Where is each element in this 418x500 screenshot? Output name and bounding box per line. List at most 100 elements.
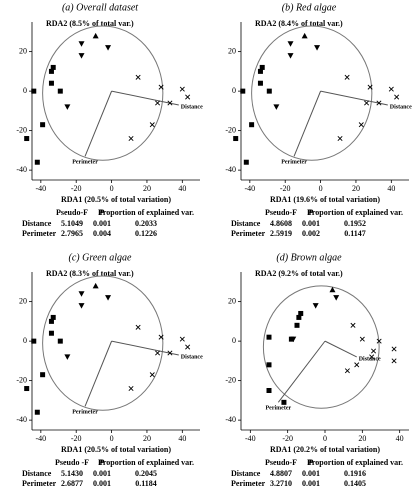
cross-point <box>128 386 134 392</box>
table-cell: 2.6877 <box>61 479 83 488</box>
square-point <box>48 68 54 74</box>
x-tick-label: -20 <box>280 184 291 193</box>
arrow-label: Distance <box>390 104 412 110</box>
y-axis-title: RDA2 (8.5% of total var.) <box>46 19 134 28</box>
y-tick-label: 0 <box>23 336 27 345</box>
cross-point <box>179 86 185 92</box>
cross-point <box>394 94 400 100</box>
x-tick-label: 20 <box>358 434 366 443</box>
equilibrium-circle <box>42 25 164 161</box>
table-header: Proportion of explained var. <box>307 458 403 467</box>
square-point <box>31 88 37 94</box>
x-tick-label: -40 <box>245 434 256 443</box>
y-tick-label: -20 <box>225 375 236 384</box>
cross-point <box>367 84 373 90</box>
cross-point <box>155 100 161 106</box>
x-tick-label: 20 <box>143 434 151 443</box>
table-cell: 0.1405 <box>344 479 366 488</box>
cross-point <box>128 136 134 142</box>
y-tick-label: -20 <box>16 375 27 384</box>
cross-point <box>354 362 360 368</box>
table-cell: 0.1952 <box>344 219 366 228</box>
biplot-arrow <box>293 90 322 157</box>
triangle-point <box>78 303 85 309</box>
table-cell: 5.1049 <box>61 219 83 228</box>
biplot-arrow <box>84 340 113 407</box>
x-tick-label: -20 <box>282 434 293 443</box>
arrow-label: Distance <box>181 104 203 110</box>
x-tick-label: -20 <box>71 184 82 193</box>
y-tick-label: -40 <box>225 165 236 174</box>
table-cell: 0.004 <box>93 229 111 238</box>
table-cell: 0.2033 <box>135 219 157 228</box>
x-tick-label: -40 <box>36 184 47 193</box>
equilibrium-circle <box>251 25 373 161</box>
y-tick-label: 20 <box>228 46 236 55</box>
triangle-point <box>64 104 71 110</box>
square-point <box>259 64 265 70</box>
cross-point <box>371 348 377 354</box>
y-tick-label: 20 <box>19 296 27 305</box>
triangle-point <box>105 45 112 51</box>
table-header: Pseudo -F <box>55 458 89 467</box>
cross-point <box>388 86 394 92</box>
x-tick-label: 0 <box>110 184 114 193</box>
panel-title: (d) Brown algae <box>276 252 342 263</box>
square-point <box>40 122 46 128</box>
y-tick-label: -40 <box>16 415 27 424</box>
square-point <box>24 386 30 392</box>
table-header: Proportion of explained var. <box>307 208 403 217</box>
square-point <box>281 399 287 405</box>
triangle-point <box>78 41 85 47</box>
square-point <box>266 388 272 393</box>
cross-point <box>149 122 155 128</box>
triangle-point <box>92 32 99 39</box>
x-tick-label: 40 <box>178 434 186 443</box>
cross-point <box>179 336 185 342</box>
table-cell: 0.001 <box>93 479 111 488</box>
x-tick-label: 20 <box>352 184 360 193</box>
cross-point <box>135 74 141 80</box>
square-point <box>266 88 272 94</box>
x-tick-label: 40 <box>396 434 404 443</box>
square-point <box>296 314 302 320</box>
cross-point <box>359 336 365 342</box>
square-point <box>298 310 304 316</box>
square-point <box>48 80 54 86</box>
triangle-point <box>301 32 308 39</box>
square-point <box>48 318 54 324</box>
cross-point <box>376 100 382 106</box>
cross-point <box>135 324 141 330</box>
biplot-arrow <box>324 340 357 358</box>
table-cell: 2.5919 <box>270 229 292 238</box>
x-tick-label: 0 <box>323 434 327 443</box>
square-point <box>34 409 40 415</box>
table-cell: 4.8807 <box>270 469 292 478</box>
square-point <box>243 159 249 165</box>
x-tick-label: 0 <box>110 434 114 443</box>
square-point <box>31 338 37 344</box>
square-point <box>40 372 46 378</box>
y-axis-title: RDA2 (8.3% of total var.) <box>46 269 134 278</box>
square-point <box>288 336 294 342</box>
table-header: Pseudo-F <box>56 208 88 217</box>
cross-point <box>344 368 350 374</box>
x-axis-title: RDA1 (20.5% of total variation) <box>61 445 171 454</box>
x-tick-label: -40 <box>245 184 256 193</box>
x-tick-label: 0 <box>319 184 323 193</box>
x-tick-label: -40 <box>36 434 47 443</box>
table-cell: Distance <box>231 219 261 228</box>
y-tick-label: 20 <box>19 46 27 55</box>
table-cell: 0.1184 <box>135 479 157 488</box>
square-point <box>57 338 63 344</box>
y-tick-label: -40 <box>225 415 236 424</box>
triangle-point <box>273 104 280 110</box>
square-point <box>249 122 255 128</box>
table-cell: 0.1916 <box>344 469 366 478</box>
y-tick-label: -40 <box>16 165 27 174</box>
cross-point <box>155 350 161 356</box>
x-axis-title: RDA1 (20.2% of total variation) <box>270 445 380 454</box>
triangle-point <box>329 286 336 293</box>
x-tick-label: 40 <box>387 184 395 193</box>
triangle-point <box>333 295 340 301</box>
